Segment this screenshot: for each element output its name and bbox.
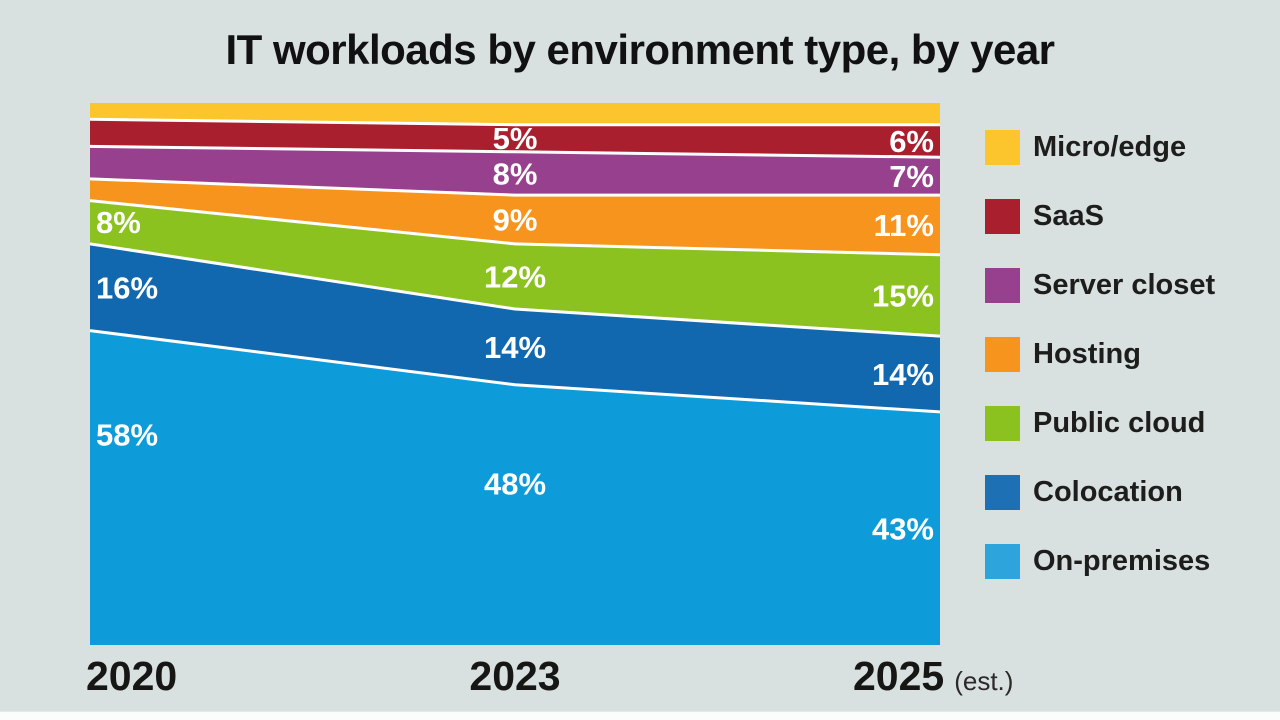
stacked-area-chart: 5% 6% 8% 7% 9% 11% 8% 12% 15% 16% 14% 14% 58% 48% 43% [90, 103, 940, 645]
legend-item-colocation: Colocation [985, 475, 1275, 510]
legend-item-label: Server closet [1033, 269, 1216, 301]
value-label-public-cloud-2025-est-: 15% [872, 278, 934, 313]
bottom-strip [0, 711, 1280, 720]
legend-item-label: SaaS [1033, 200, 1104, 232]
legend-color-swatch [985, 475, 1020, 510]
x-tick-2023: 2023 [469, 653, 561, 699]
x-tick-2020: 2020 [86, 653, 178, 699]
chart-title: IT workloads by environment type, by yea… [225, 26, 1055, 73]
value-label-hosting-2023: 9% [493, 203, 538, 238]
legend-color-swatch [985, 337, 1020, 372]
legend-item-server-closet: Server closet [985, 268, 1275, 303]
legend-item-label: Hosting [1033, 338, 1141, 370]
band-divider [90, 329, 940, 414]
value-label-server-closet-2025-est-: 7% [889, 159, 934, 194]
x-tick-2025-year: 2025 [853, 653, 945, 699]
legend-item-label: Public cloud [1033, 407, 1206, 439]
value-label-colocation-2023: 14% [484, 330, 546, 365]
value-label-on-premises-2025-est-: 43% [872, 512, 934, 547]
value-label-saas-2023: 5% [493, 121, 538, 156]
value-label-on-premises-2023: 48% [484, 467, 546, 502]
value-label-public-cloud-2023: 12% [484, 259, 546, 294]
legend-color-swatch [985, 130, 1020, 165]
value-label-colocation-2020: 16% [96, 270, 158, 305]
band-public-cloud [90, 200, 940, 337]
band-divider [90, 177, 940, 197]
band-hosting [90, 178, 940, 255]
value-label-on-premises-2020: 58% [96, 417, 158, 452]
x-tick-2025: 2025 (est.) [853, 653, 1014, 699]
legend-color-swatch [985, 268, 1020, 303]
legend-color-swatch [985, 406, 1020, 441]
band-micro-edge [90, 103, 940, 125]
value-label-saas-2025-est-: 6% [889, 124, 934, 159]
legend-item-hosting: Hosting [985, 337, 1275, 372]
value-label-public-cloud-2020: 8% [96, 205, 141, 240]
legend: Micro/edge SaaS Server closet Hosting Public… [985, 130, 1275, 579]
value-label-colocation-2025-est-: 14% [872, 357, 934, 392]
legend-item-label: On-premises [1033, 545, 1211, 577]
legend-item-label: Colocation [1033, 476, 1183, 508]
band-colocation [90, 243, 940, 412]
chart-canvas: 5% 6% 8% 7% 9% 11% 8% 12% 15% 16% 14% 14% 58% 48% 43% [90, 103, 940, 645]
band-divider [90, 199, 940, 257]
band-server-closet [90, 146, 940, 196]
legend-item-micro-edge: Micro/edge [985, 130, 1275, 165]
value-label-hosting-2025-est-: 11% [874, 208, 934, 243]
legend-item-on-premises: On-premises [985, 544, 1275, 579]
band-divider [90, 117, 940, 127]
band-divider [90, 242, 940, 338]
band-on-premises [90, 330, 940, 645]
x-tick-2025-est-suffix: (est.) [954, 666, 1014, 696]
legend-color-swatch [985, 199, 1020, 234]
legend-color-swatch [985, 544, 1020, 579]
legend-item-public-cloud: Public cloud [985, 406, 1275, 441]
value-label-server-closet-2023: 8% [493, 157, 538, 192]
legend-item-saas: SaaS [985, 199, 1275, 234]
x-axis: 2020 2023 2025 (est.) [0, 653, 1280, 706]
legend-item-label: Micro/edge [1033, 131, 1187, 163]
band-divider [90, 144, 940, 159]
